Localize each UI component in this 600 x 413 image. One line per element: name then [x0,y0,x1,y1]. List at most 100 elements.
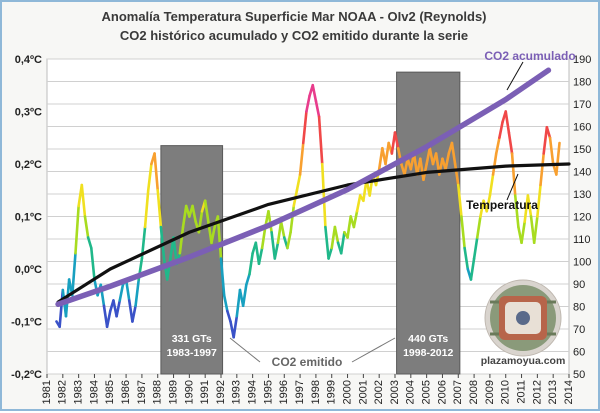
y-right-tick-label: 150 [573,144,591,156]
box-sublabel: 1998-2012 [403,347,453,359]
x-tick-label: 2007 [452,380,464,404]
temperature-segment [74,204,80,255]
y-right-tick-label: 170 [573,99,591,111]
y-left-tick-label: -0,2ºC [11,369,42,381]
temperature-segment [456,183,463,218]
temperature-segment [219,257,226,297]
temperature-segment [156,188,163,229]
temperature-segment [298,141,305,176]
x-tick-label: 1992 [215,380,227,404]
temperature-label: Temperatura [466,198,538,212]
temperature-segment [542,125,549,155]
temperature-segment [178,225,185,255]
temperature-segment [453,162,460,187]
y-right-tick-label: 190 [573,54,591,66]
temperature-segment [339,230,346,255]
x-tick-label: 1993 [231,380,243,404]
temperature-segment [545,125,552,140]
temperature-series [55,83,561,339]
y-left-tick-label: 0,4ºC [15,54,42,66]
temperature-segment [311,83,318,103]
temperature-segment [548,136,555,166]
temperature-segment [248,251,254,276]
axis-ticks: 1981 1982 1983 1984 1985 1986 1987 1988 1989 1990… [11,54,591,404]
temperature-segment [301,110,308,145]
chart-title: Anomalía Temperatura Superficie Mar NOAA… [101,9,486,24]
x-tick-label: 1986 [120,380,132,404]
temperature-segment [134,278,141,308]
y-right-tick-label: 70 [573,324,585,336]
x-tick-label: 2005 [421,380,433,404]
temperature-segment [460,215,466,250]
y-right-tick-label: 180 [573,77,591,89]
temperature-segment [510,152,517,197]
x-tick-label: 1984 [88,380,100,404]
x-tick-label: 2009 [484,380,496,404]
x-tick-label: 1989 [167,380,179,404]
temperature-segment [507,131,514,155]
temperature-segment [235,288,242,318]
y-right-tick-label: 120 [573,212,591,224]
temperature-segment [320,162,327,229]
temperature-segment [105,309,112,329]
temperature-segment [241,283,248,308]
temperature-segment [513,194,520,229]
x-tick-label: 1994 [247,380,259,404]
y-right-tick-label: 130 [573,189,591,201]
x-tick-label: 2002 [373,380,385,404]
temperature-segment [279,220,286,239]
box-sublabel: 1983-1997 [167,347,217,359]
temperature-segment [273,241,280,260]
y-left-tick-label: -0,1ºC [11,317,42,329]
temperature-segment [532,215,539,245]
x-tick-label: 2003 [389,380,401,404]
temperature-segment [226,309,232,323]
temperature-segment [384,141,390,166]
watermark-text: plazamoyua.com [481,355,566,367]
temperature-segment [71,251,77,297]
y-left-tick-label: 0,2ºC [15,159,42,171]
temperature-segment [143,188,150,229]
x-tick-label: 2008 [468,380,480,404]
temperature-segment [536,183,542,218]
temperature-segment [83,215,90,239]
x-tick-label: 2001 [357,380,369,404]
temperature-segment [485,194,492,213]
temperature-segment [504,110,511,134]
x-tick-label: 1999 [326,380,338,404]
temperature-segment [352,209,359,229]
x-tick-label: 2013 [547,380,559,404]
temperature-segment [222,293,229,313]
temperature-segment [475,215,482,239]
temperature-segment [86,236,93,250]
temperature-segment [257,246,264,266]
x-tick-label: 1996 [278,380,290,404]
y-right-tick-label: 140 [573,167,591,179]
x-tick-label: 1983 [73,380,85,404]
y-left-tick-label: 0,0ºC [15,264,42,276]
temperature-segment [488,173,495,197]
y-right-tick-label: 90 [573,279,585,291]
temperature-segment [355,194,362,213]
co2-accumulated-leader [506,61,524,91]
box-label: 440 GTs [408,333,448,345]
temperature-segment [520,220,527,245]
temperature-trend-line [56,162,571,304]
y-right-tick-label: 110 [573,234,591,246]
temperature-segment [80,183,87,218]
y-left-tick-label: 0,3ºC [15,107,42,119]
temperature-segment [267,209,273,234]
temperature-segment [333,225,340,245]
temperature-segment [498,120,504,140]
x-tick-label: 1987 [136,380,148,404]
x-tick-label: 2014 [563,380,575,404]
x-tick-label: 1995 [262,380,274,404]
x-tick-label: 2011 [515,380,527,404]
x-tick-label: 1988 [152,380,164,404]
temperature-segment [444,152,451,171]
co2-emitted-boxes: 331 GTs 1983-1997 440 GTs 1998-2012 [160,71,461,375]
temperature-segment [115,299,122,318]
x-tick-label: 1990 [183,380,195,404]
